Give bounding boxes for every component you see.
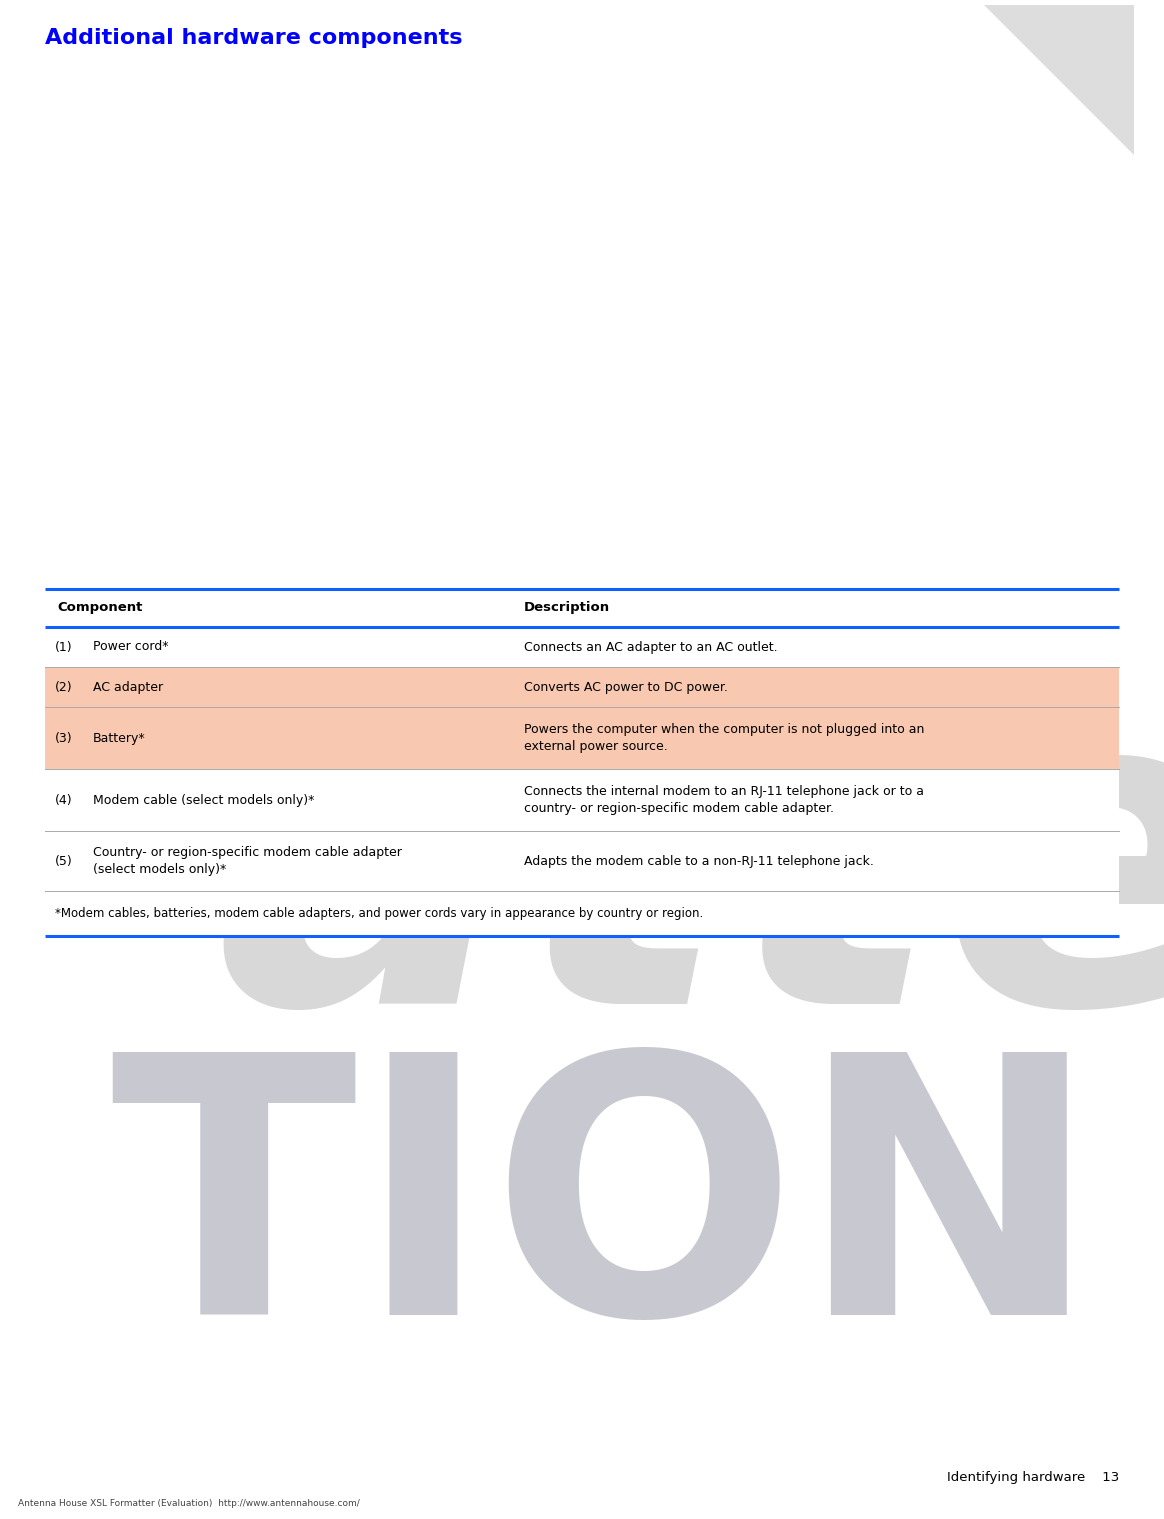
Text: Power cord*: Power cord* — [93, 641, 169, 653]
Bar — [45, 831, 1119, 892]
Text: TION: TION — [111, 1041, 1100, 1390]
Text: Adapts the modem cable to a non-RJ-11 telephone jack.: Adapts the modem cable to a non-RJ-11 te… — [524, 855, 874, 867]
Text: Powers the computer when the computer is not plugged into an
external power sour: Powers the computer when the computer is… — [524, 723, 924, 753]
Text: Description: Description — [524, 602, 610, 615]
Text: (2): (2) — [55, 681, 72, 694]
Text: (5): (5) — [55, 855, 72, 867]
Text: (4): (4) — [55, 793, 72, 807]
Text: *Modem cables, batteries, modem cable adapters, and power cords vary in appearan: *Modem cables, batteries, modem cable ad… — [55, 907, 703, 921]
Text: Additional hardware components: Additional hardware components — [45, 27, 462, 49]
Text: Connects the internal modem to an RJ-11 telephone jack or to a
country- or regio: Connects the internal modem to an RJ-11 … — [524, 785, 924, 816]
Text: Component: Component — [57, 602, 142, 615]
Bar — [45, 892, 1119, 936]
Text: Battery*: Battery* — [93, 732, 146, 744]
Text: Antenna House XSL Formatter (Evaluation)  http://www.antennahouse.com/: Antenna House XSL Formatter (Evaluation)… — [17, 1499, 360, 1508]
Polygon shape — [984, 5, 1134, 155]
Text: atter: atter — [215, 665, 1164, 1097]
Bar — [45, 769, 1119, 831]
Bar — [45, 706, 1119, 769]
Bar — [0, 55, 1164, 583]
Text: AC adapter: AC adapter — [93, 681, 163, 694]
Text: Country- or region-specific modem cable adapter
(select models only)*: Country- or region-specific modem cable … — [93, 846, 402, 876]
Text: (1): (1) — [55, 641, 72, 653]
Bar — [45, 589, 1119, 627]
Text: (3): (3) — [55, 732, 72, 744]
Text: Identifying hardware    13: Identifying hardware 13 — [946, 1470, 1119, 1484]
Text: Modem cable (select models only)*: Modem cable (select models only)* — [93, 793, 314, 807]
Text: Connects an AC adapter to an AC outlet.: Connects an AC adapter to an AC outlet. — [524, 641, 778, 653]
Text: Converts AC power to DC power.: Converts AC power to DC power. — [524, 681, 728, 694]
Bar — [45, 667, 1119, 706]
Bar — [45, 627, 1119, 667]
